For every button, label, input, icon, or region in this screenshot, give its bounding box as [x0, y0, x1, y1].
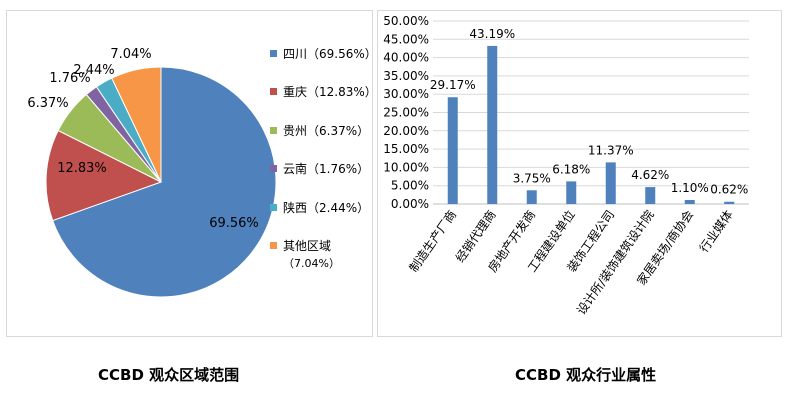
bar-8	[724, 201, 735, 204]
bar-value-label: 11.37%	[588, 143, 634, 157]
legend-label: 贵州（6.37%）	[283, 124, 369, 138]
y-tick-label: 35.00%	[383, 69, 429, 83]
pie-chart: 69.56% 12.83% 6.37% 1.76%2.44%7.04% 四川（69.56…	[27, 47, 377, 298]
y-tick-label: 25.00%	[383, 106, 429, 120]
bar-value-label: 3.75%	[513, 171, 551, 185]
y-tick-label: 15.00%	[383, 142, 429, 156]
x-category-label: 行业媒体	[697, 208, 736, 255]
bar-value-label: 43.19%	[469, 27, 515, 41]
pie-value-label: 2.44%	[73, 63, 114, 78]
y-tick-label: 50.00%	[383, 14, 429, 28]
bar-6	[645, 187, 656, 204]
bar-value-label: 1.10%	[671, 181, 709, 195]
bar-value-label: 6.18%	[552, 162, 590, 176]
pie-slice-2	[45, 129, 163, 222]
bar-value-label: 29.17%	[430, 78, 476, 92]
y-tick-label: 10.00%	[383, 160, 429, 174]
bar-1	[447, 97, 458, 204]
pie-chart-caption: CCBD 观众区域范围	[98, 366, 240, 384]
legend-label: 四川（69.56%）	[283, 47, 377, 61]
y-tick-label: 45.00%	[383, 32, 429, 46]
legend-label: 陕西（2.44%）	[283, 200, 369, 215]
pie-chart-panel: 69.56% 12.83% 6.37% 1.76% 2.44% 7.04% 四川（69.56…	[6, 10, 377, 337]
pie-value-label: 1.76%	[49, 71, 90, 86]
legend-swatch	[270, 242, 277, 249]
pie-slice-6	[111, 66, 162, 183]
bar-2	[487, 45, 498, 204]
bar-chart-panel: 0.00% 5.00% 10.00% 15.00% 20.00% 25.00% 30.00%…	[377, 10, 782, 337]
pie-slice-1	[52, 66, 277, 298]
y-tick-label: 30.00%	[383, 87, 429, 101]
y-tick-label: 40.00%	[383, 51, 429, 65]
bar-4	[566, 181, 577, 204]
legend-label-line-2: （7.04%）	[283, 257, 340, 270]
legend-label: 云南（1.76%）	[283, 161, 369, 176]
pie-value-label: 12.83%	[57, 161, 107, 176]
y-tick-label: 0.00%	[391, 197, 429, 211]
bar-value-label: 0.62%	[710, 183, 748, 197]
bar-chart: 0.00% 5.00% 10.00% 15.00% 20.00% 25.00% 30.00%…	[383, 14, 749, 317]
pie-value-label: 7.04%	[110, 47, 151, 62]
y-tick-label: 20.00%	[383, 124, 429, 138]
legend-swatch	[270, 88, 277, 95]
x-category-label: 制造生产厂商	[406, 207, 460, 275]
bar-7	[684, 199, 695, 204]
legend-swatch	[270, 50, 277, 57]
x-category-label: 设计所/装饰建筑设计院	[573, 207, 656, 317]
pie-value-label: 69.56%	[209, 216, 259, 231]
legend-label: 其他区域	[283, 239, 331, 253]
bar-3	[526, 190, 537, 204]
legend-swatch	[270, 165, 277, 172]
bar-5	[605, 162, 616, 204]
pie-value-label: 6.37%	[27, 96, 68, 111]
bar-chart-caption: CCBD 观众行业属性	[515, 366, 657, 384]
y-tick-label: 5.00%	[391, 179, 429, 193]
legend-swatch	[270, 127, 277, 134]
legend-label: 重庆（12.83%）	[283, 85, 377, 99]
bar-value-label: 4.62%	[631, 168, 669, 182]
legend-swatch	[270, 204, 277, 211]
